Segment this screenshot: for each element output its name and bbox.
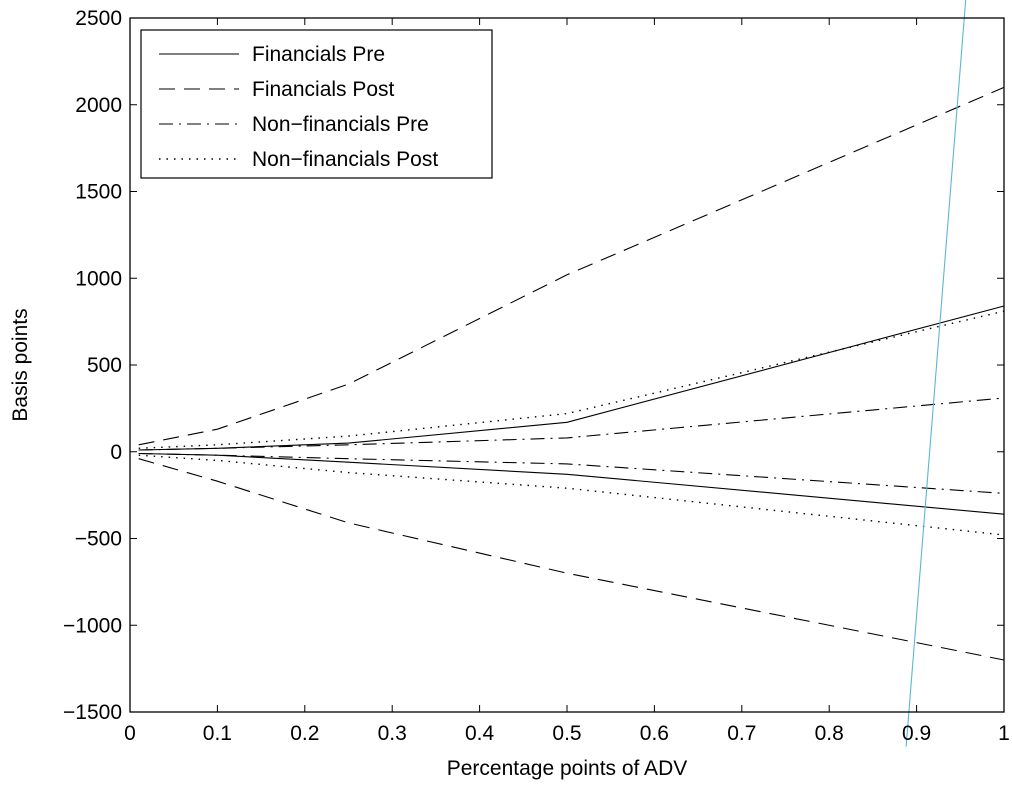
series-line-2 <box>138 86 1005 446</box>
y-tick-label: 1500 <box>75 181 122 204</box>
legend-box <box>140 29 493 179</box>
y-tick-label: −1000 <box>63 614 122 637</box>
series-line-1 <box>138 452 1005 515</box>
y-tick-label: 2500 <box>75 7 122 30</box>
y-tick-label: −500 <box>75 528 122 551</box>
series-layer <box>138 86 1005 661</box>
series-line-5 <box>138 452 1005 494</box>
legend-entries: Financials Pre Financials Post Non−financi… <box>159 43 438 171</box>
legend-label-1: Financials Post <box>252 78 395 101</box>
y-tick-label: 2000 <box>75 94 122 117</box>
x-tick-label: 0.8 <box>815 722 844 745</box>
x-tick-label: 0.1 <box>203 722 232 745</box>
legend-label-0: Financials Pre <box>252 43 385 66</box>
series-line-6 <box>138 310 1005 449</box>
series-line-0 <box>138 305 1005 451</box>
legend: Financials Pre Financials Post Non−financi… <box>140 29 493 179</box>
tick-layer: 0 0.1 0.2 0.3 0.4 0.5 0.6 0.7 0.8 0.9 1 2500 2000 150… <box>63 7 1010 745</box>
series-line-4 <box>138 397 1005 451</box>
x-tick-label: 1 <box>998 722 1010 745</box>
y-tick-label: 1000 <box>75 267 122 290</box>
x-tick-label: 0.3 <box>378 722 407 745</box>
annotation-line <box>905 0 967 747</box>
x-tick-label: 0.9 <box>902 722 931 745</box>
x-tick-label: 0.7 <box>727 722 756 745</box>
series-line-3 <box>138 458 1005 661</box>
y-tick-label: −1500 <box>63 701 122 724</box>
x-tick-label: 0.6 <box>640 722 669 745</box>
x-tick-label: 0.4 <box>465 722 495 745</box>
y-tick-label: 0 <box>110 441 122 464</box>
y-tick-label: 500 <box>87 354 122 377</box>
x-tick-label: 0.5 <box>552 722 581 745</box>
x-axis-label: Percentage points of ADV <box>447 757 688 780</box>
x-tick-label: 0 <box>124 722 136 745</box>
x-tick-label: 0.2 <box>290 722 319 745</box>
series-line-7 <box>138 454 1005 536</box>
annotation-layer <box>905 0 967 747</box>
legend-label-3: Non−financials Post <box>252 148 438 171</box>
y-axis-label: Basis points <box>9 308 32 421</box>
legend-label-2: Non−financials Pre <box>252 113 429 136</box>
